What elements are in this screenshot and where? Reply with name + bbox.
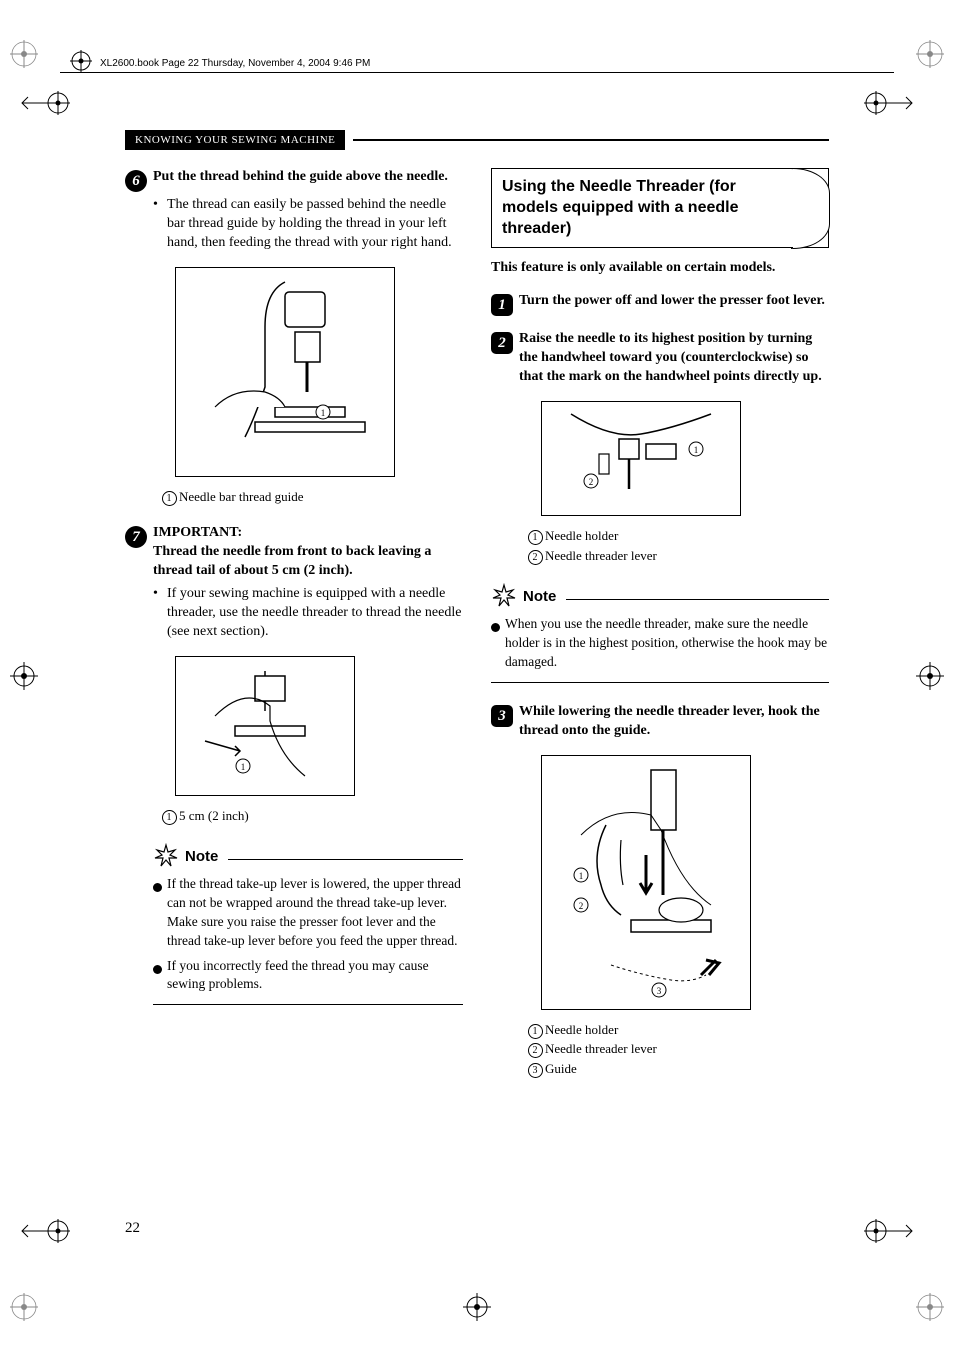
step-7-title-text: Thread the needle from front to back lea… [153, 544, 431, 578]
legend-7-1: 5 cm (2 inch) [179, 806, 249, 826]
step-number-badge: 3 [491, 705, 513, 727]
registration-arrow-top-left-icon [20, 88, 70, 123]
svg-text:1: 1 [241, 762, 246, 772]
right-note-1: When you use the needle threader, make s… [505, 615, 829, 672]
registration-arrow-bottom-left-icon [20, 1216, 70, 1251]
svg-text:3: 3 [657, 986, 662, 996]
registration-left-icon [10, 662, 38, 690]
left-column: 6 Put the thread behind the guide above … [125, 168, 463, 1078]
legend-r2-1: Needle holder [545, 526, 618, 546]
figure-6-legend: 1Needle bar thread guide [159, 487, 463, 507]
step-number-badge: 6 [125, 170, 147, 192]
note-label: Note [523, 588, 556, 605]
note-label: Note [185, 848, 218, 865]
legend-6-1: Needle bar thread guide [179, 487, 304, 507]
step-r1: 1 Turn the power off and lower the press… [491, 292, 829, 316]
section-header: KNOWING YOUR SEWING MACHINE [125, 130, 345, 150]
step-r2-title: Raise the needle to its highest position… [519, 330, 829, 387]
right-column: Using the Needle Threader (for models eq… [491, 168, 829, 1078]
page-number: 22 [125, 1220, 140, 1237]
left-note-2: If you incorrectly feed the thread you m… [167, 957, 463, 995]
step-7-bullet: • If your sewing machine is equipped wit… [153, 585, 463, 642]
subsection-intro: This feature is only available on certai… [491, 260, 829, 276]
step-number-badge: 1 [491, 294, 513, 316]
figure-r3-legend: 1Needle holder 2Needle threader lever 3G… [525, 1020, 829, 1079]
step-7-title: IMPORTANT: Thread the needle from front … [153, 524, 463, 581]
crop-mark-top-right [916, 40, 944, 68]
step-6: 6 Put the thread behind the guide above … [125, 168, 463, 192]
print-meta-header: XL2600.book Page 22 Thursday, November 4… [100, 58, 370, 69]
legend-r3-3: Guide [545, 1059, 577, 1079]
step-7-bullet-text: If your sewing machine is equipped with … [167, 585, 463, 642]
figure-thread-needle: 1 [175, 656, 355, 796]
figure-needle-bar-guide: 1 [175, 267, 395, 477]
section-header-rule [353, 139, 829, 141]
step-6-title: Put the thread behind the guide above th… [153, 168, 463, 187]
figure-7-legend: 15 cm (2 inch) [159, 806, 463, 826]
svg-text:2: 2 [589, 477, 594, 487]
page-content: KNOWING YOUR SEWING MACHINE 6 Put the th… [125, 130, 829, 1078]
legend-r3-1: Needle holder [545, 1020, 618, 1040]
step-r1-title: Turn the power off and lower the presser… [519, 292, 829, 311]
legend-r3-2: Needle threader lever [545, 1039, 657, 1059]
figure-needle-highest: 1 2 [541, 401, 741, 516]
important-label: IMPORTANT: [153, 525, 242, 540]
figure-r2-legend: 1Needle holder 2Needle threader lever [525, 526, 829, 565]
legend-r2-2: Needle threader lever [545, 546, 657, 566]
step-6-bullet: • The thread can easily be passed behind… [153, 196, 463, 253]
header-rule [60, 72, 894, 73]
crop-mark-top-left [10, 40, 38, 68]
registration-right-icon [916, 662, 944, 690]
crop-mark-bottom-right [916, 1293, 944, 1321]
svg-text:1: 1 [694, 445, 699, 455]
svg-text:2: 2 [579, 901, 584, 911]
registration-arrow-top-right-icon [864, 88, 914, 123]
note-icon [153, 843, 179, 869]
note-icon [491, 583, 517, 609]
step-6-bullet-text: The thread can easily be passed behind t… [167, 196, 463, 253]
step-number-badge: 7 [125, 526, 147, 548]
left-note-block: Note If the thread take-up lever is lowe… [153, 843, 463, 1005]
step-number-badge: 2 [491, 332, 513, 354]
left-note-1: If the thread take-up lever is lowered, … [167, 875, 463, 951]
right-note-block: Note When you use the needle threader, m… [491, 583, 829, 683]
registration-bottom-icon [463, 1293, 491, 1321]
step-r3-title: While lowering the needle threader lever… [519, 703, 829, 741]
svg-text:1: 1 [579, 871, 584, 881]
subsection-title: Using the Needle Threader (for models eq… [502, 177, 818, 239]
crop-mark-bottom-left [10, 1293, 38, 1321]
svg-text:1: 1 [321, 408, 326, 418]
step-r2: 2 Raise the needle to its highest positi… [491, 330, 829, 387]
figure-hook-thread: 1 2 3 [541, 755, 751, 1010]
registration-arrow-bottom-right-icon [864, 1216, 914, 1251]
step-7: 7 IMPORTANT: Thread the needle from fron… [125, 524, 463, 581]
section-header-row: KNOWING YOUR SEWING MACHINE [125, 130, 829, 150]
step-r3: 3 While lowering the needle threader lev… [491, 703, 829, 741]
subsection-title-box: Using the Needle Threader (for models eq… [491, 168, 829, 248]
